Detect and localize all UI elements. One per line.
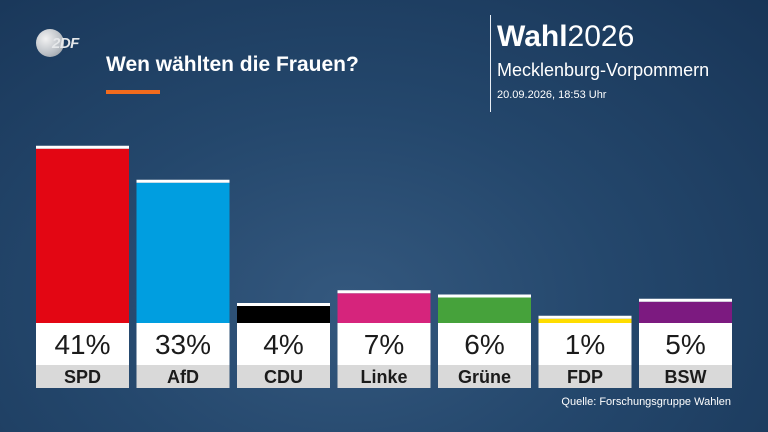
timestamp: 20.09.2026, 18:53 Uhr bbox=[497, 89, 607, 101]
category-label-fdp: FDP bbox=[567, 367, 603, 387]
value-label-fdp: 1% bbox=[565, 329, 605, 360]
bar-cap-cdu bbox=[237, 303, 330, 306]
value-label-spd: 41% bbox=[54, 329, 110, 360]
value-box-fdp bbox=[538, 323, 632, 365]
category-box-spd bbox=[36, 365, 129, 388]
value-label-linke: 7% bbox=[364, 329, 404, 360]
bar-cap-spd bbox=[36, 145, 129, 149]
value-box-afd bbox=[136, 323, 230, 365]
category-label-spd: SPD bbox=[64, 367, 101, 387]
bar-cap-linke bbox=[337, 290, 431, 294]
category-box-afd bbox=[136, 365, 230, 388]
bar-gr-ne bbox=[438, 297, 531, 323]
bar-cdu bbox=[237, 306, 330, 323]
category-label-bsw: BSW bbox=[665, 367, 707, 387]
bar-cap-gr-ne bbox=[438, 294, 531, 298]
value-label-bsw: 5% bbox=[665, 329, 705, 360]
category-box-linke bbox=[337, 365, 431, 388]
value-box-spd bbox=[36, 323, 129, 365]
header-divider bbox=[490, 15, 491, 112]
category-box-gr-ne bbox=[438, 365, 531, 388]
source-note: Quelle: Forschungsgruppe Wahlen bbox=[561, 396, 731, 408]
bar-afd bbox=[136, 182, 230, 323]
category-box-fdp bbox=[538, 365, 632, 388]
bar-bsw bbox=[639, 301, 732, 323]
category-label-cdu: CDU bbox=[264, 367, 303, 387]
bar-cap-bsw bbox=[639, 298, 732, 302]
brand-year-text: 2026 bbox=[567, 20, 635, 53]
bar-fdp bbox=[538, 318, 632, 323]
category-label-afd: AfD bbox=[167, 367, 199, 387]
brand-title: Wahl2026 bbox=[497, 19, 634, 55]
value-label-gr-ne: 6% bbox=[464, 329, 504, 360]
bar-linke bbox=[337, 293, 431, 323]
logo-text: 2DF bbox=[52, 35, 79, 52]
value-label-afd: 33% bbox=[155, 329, 211, 360]
logo-circle-icon bbox=[36, 29, 64, 57]
bar-spd bbox=[36, 148, 129, 323]
category-box-bsw bbox=[639, 365, 732, 388]
category-box-cdu bbox=[237, 365, 330, 388]
chart-title: Wen wählten die Frauen? bbox=[106, 53, 359, 76]
value-box-cdu bbox=[237, 323, 330, 365]
bar-cap-afd bbox=[136, 179, 230, 183]
zdf-logo: 2DF bbox=[36, 29, 82, 57]
brand-bold-text: Wahl bbox=[497, 20, 568, 53]
category-label-linke: Linke bbox=[360, 367, 407, 387]
bar-cap-fdp bbox=[538, 315, 632, 319]
region-subtitle: Mecklenburg-Vorpommern bbox=[497, 60, 710, 80]
value-label-cdu: 4% bbox=[263, 329, 303, 360]
value-box-bsw bbox=[639, 323, 732, 365]
value-box-linke bbox=[337, 323, 431, 365]
value-box-gr-ne bbox=[438, 323, 531, 365]
category-label-gr-ne: Grüne bbox=[458, 367, 511, 387]
title-underline bbox=[106, 90, 160, 94]
